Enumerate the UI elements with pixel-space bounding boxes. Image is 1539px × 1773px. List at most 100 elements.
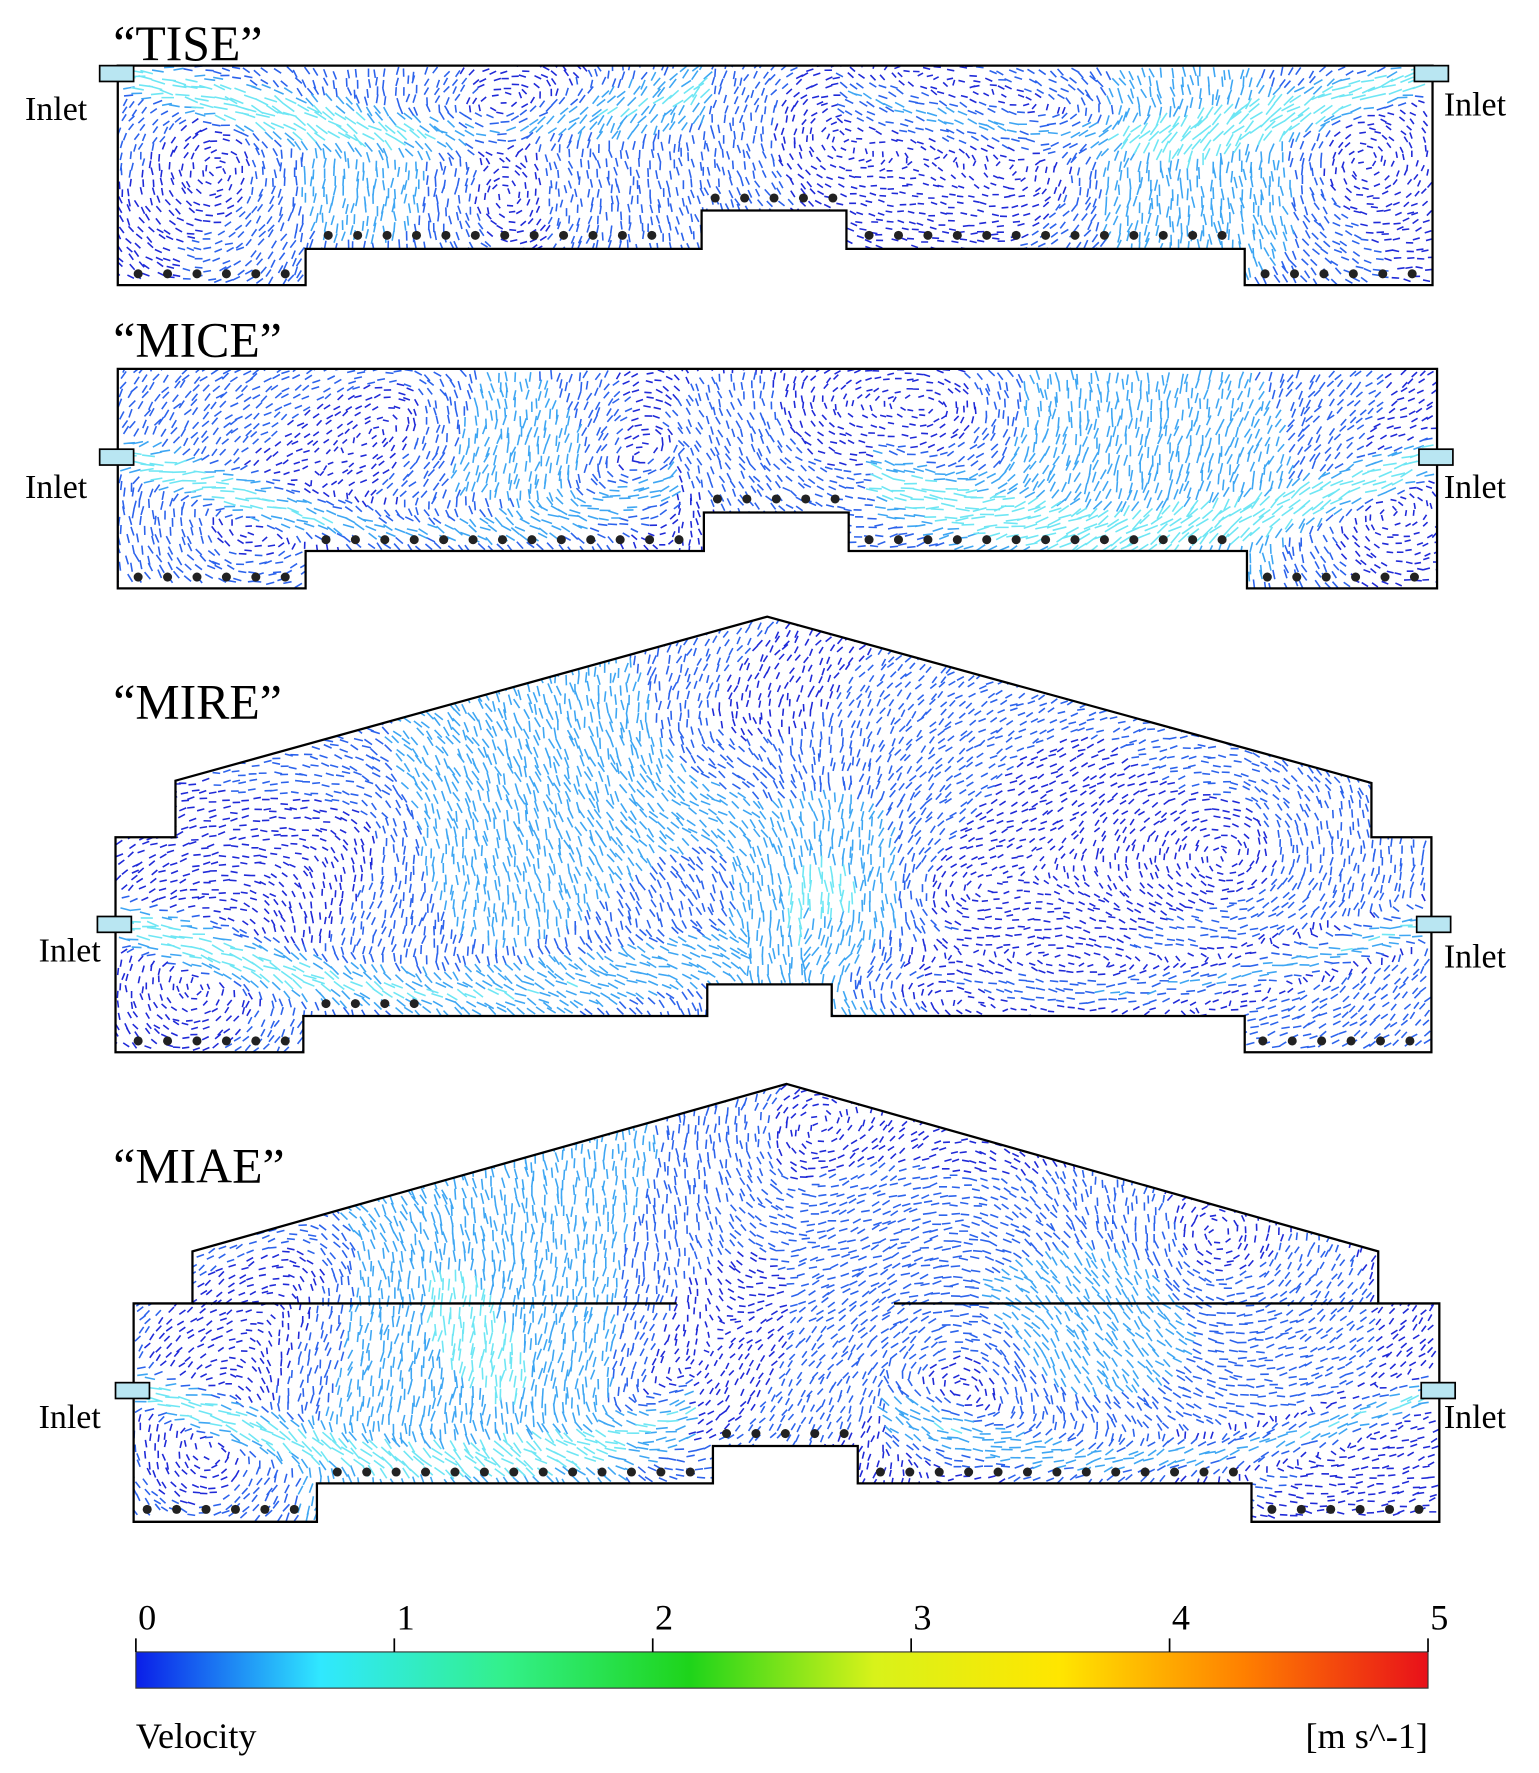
heating-pipe [321,999,331,1009]
heating-pipe [586,535,596,545]
heating-pipe [479,1467,489,1477]
heating-pipe [500,230,510,240]
heating-pipe [1296,1504,1306,1514]
heating-pipe [350,535,360,545]
heating-pipe [172,1504,182,1514]
heating-pipe [934,1467,944,1477]
heating-pipe [830,494,840,504]
heating-pipe [923,535,933,545]
heating-pipe [1111,1467,1121,1477]
heating-pipe [721,1429,732,1439]
inlet-label: Inlet [1444,938,1507,975]
heating-pipe [1380,572,1390,582]
tick-label: 1 [397,1597,415,1637]
heating-pipe [439,535,449,545]
heating-pipe [905,1467,915,1477]
heating-pipe [615,535,625,545]
heating-pipe [1258,1036,1268,1046]
heating-pipe [556,535,566,545]
heating-pipe [839,1429,849,1439]
vectors [120,855,1422,1001]
heating-pipe [780,1429,790,1439]
heating-pipe [798,193,808,203]
vectors [119,444,1435,556]
heating-pipe [1081,1467,1091,1477]
heating-pipe [771,494,781,504]
heating-pipe [1317,1036,1327,1046]
heating-pipe [1348,269,1358,279]
inlet-box [114,1381,151,1400]
heating-pipe [1170,1467,1180,1477]
greenhouse-outline [116,367,1439,590]
heating-pipe [810,1429,820,1439]
heating-pipe [163,269,173,279]
heating-pipe [382,230,392,240]
heating-pipe [801,494,811,504]
heating-pipe [1407,269,1417,279]
heating-pipe [230,1504,240,1514]
heating-pipe [685,1467,695,1477]
inlet-box [98,64,135,83]
heating-pipe [647,230,657,240]
heating-pipe [864,535,874,545]
heating-pipe [568,1467,578,1477]
heating-pipe [1378,269,1388,279]
heating-pipe [470,230,480,240]
heating-pipe [1022,1467,1032,1477]
heating-pipe [751,1429,761,1439]
heating-pipe [982,535,992,545]
heating-pipe [1052,1467,1062,1477]
heating-pipe [1158,535,1168,545]
heating-pipe [769,193,779,203]
greenhouse-outline [116,64,1434,287]
heating-pipe [1289,269,1300,279]
heating-pipe [529,230,539,240]
heating-pipe [1041,535,1051,545]
heating-pipe [1292,572,1302,582]
heating-pipe [674,535,684,545]
inlet-label: Inlet [25,469,88,506]
heating-pipe [353,230,363,240]
heating-pipe [1287,1036,1297,1046]
heating-pipe [497,535,508,545]
inlet-label: Inlet [1444,469,1507,506]
heating-pipe [952,535,962,545]
heating-pipe [893,230,904,240]
tick-label: 4 [1172,1597,1190,1637]
heating-pipe [1262,572,1272,582]
heating-pipe [964,1467,974,1477]
vector-field [117,65,1433,286]
heating-pipe [163,1036,173,1046]
heating-pipe [362,1467,372,1477]
heating-pipe [1405,1036,1415,1046]
heating-pipe [1217,535,1227,545]
heating-pipe [1228,1467,1238,1477]
heating-pipe [923,230,933,240]
heating-pipe [864,230,874,240]
tick-label: 3 [913,1597,931,1637]
heating-pipe [323,230,333,240]
colorbar-unit: [m s^-1] [1305,1716,1428,1756]
panel-title: “TISE” [113,16,262,71]
heating-pipe [1099,535,1109,545]
heating-pipe [1070,230,1080,240]
heating-pipe [409,535,419,545]
heating-pipe [617,230,627,240]
heating-pipe [380,999,390,1009]
heating-pipe [1321,572,1331,582]
vector-field [115,616,1432,1053]
inlet-box [1418,448,1454,466]
heating-pipe [192,269,202,279]
heating-pipe [1267,1504,1277,1514]
heating-pipe [260,1504,270,1514]
heating-pipe [441,230,451,240]
heating-pipe [1414,1504,1424,1514]
heating-pipe [597,1467,607,1477]
heating-pipe [993,1467,1003,1477]
heating-pipe [192,1036,202,1046]
heating-pipe [588,230,598,240]
heating-pipe [280,1036,290,1046]
heating-pipe [332,1467,342,1477]
